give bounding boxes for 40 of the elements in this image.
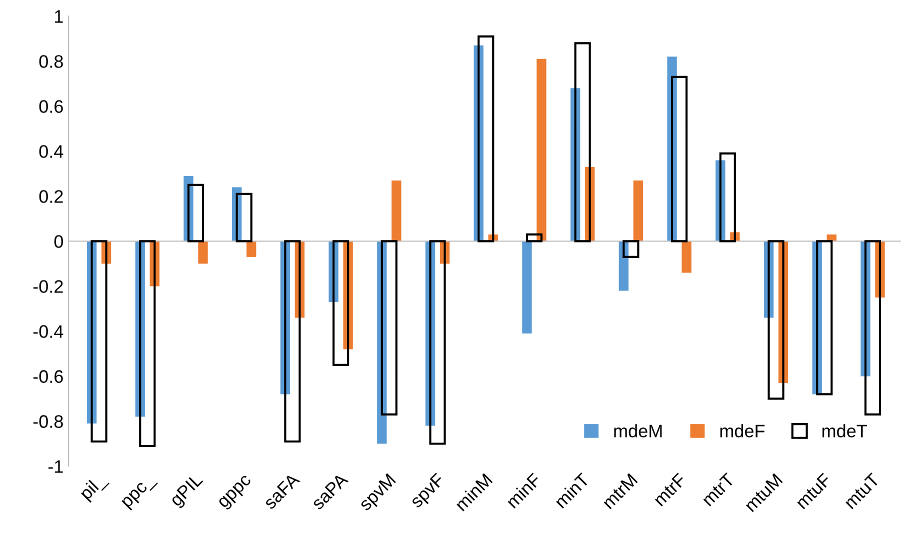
bar bbox=[816, 240, 833, 396]
y-tick-label: -0.4 bbox=[33, 325, 64, 338]
y-tick-label: 0 bbox=[54, 235, 63, 248]
y-tick-label: 1 bbox=[55, 10, 63, 23]
legend-label: mdeM bbox=[614, 424, 662, 438]
bar bbox=[671, 76, 688, 242]
y-tick-label: 0.4 bbox=[39, 145, 64, 158]
bar bbox=[478, 35, 494, 242]
legend-label: mdeT bbox=[822, 424, 867, 438]
bar bbox=[90, 240, 108, 443]
bar bbox=[284, 240, 301, 443]
y-tick-label: 0.6 bbox=[39, 100, 63, 113]
bar bbox=[392, 180, 402, 242]
bar bbox=[246, 241, 256, 257]
bar bbox=[622, 240, 640, 258]
bar bbox=[682, 241, 692, 273]
legend-label: mdeF bbox=[720, 424, 765, 438]
bar bbox=[380, 240, 398, 416]
bar bbox=[633, 180, 644, 242]
bar bbox=[719, 152, 736, 242]
bar bbox=[332, 240, 350, 366]
bar bbox=[198, 241, 208, 264]
bar bbox=[522, 241, 532, 334]
y-tick-label: -0.8 bbox=[33, 415, 63, 428]
bar bbox=[768, 240, 784, 400]
bar bbox=[139, 240, 156, 448]
x-tick-label: pil_ bbox=[78, 472, 110, 503]
y-tick-label: -0.6 bbox=[33, 370, 63, 383]
bar bbox=[864, 240, 882, 416]
y-tick-label: -1 bbox=[48, 460, 63, 473]
x-tick-label: ppc_ bbox=[121, 474, 158, 511]
y-tick-label: 0.8 bbox=[39, 55, 63, 68]
bar bbox=[187, 184, 204, 242]
bar bbox=[526, 233, 543, 242]
bar bbox=[536, 58, 546, 242]
bar bbox=[236, 192, 252, 242]
y-tick-label: 0.2 bbox=[39, 190, 63, 203]
bar bbox=[429, 240, 446, 445]
bar bbox=[574, 42, 591, 242]
y-tick-label: -0.2 bbox=[33, 280, 63, 293]
